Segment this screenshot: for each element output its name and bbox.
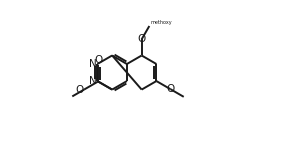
Text: O: O — [75, 85, 83, 95]
Text: N: N — [89, 59, 97, 69]
Text: N: N — [89, 76, 97, 86]
Text: O: O — [166, 84, 175, 94]
Text: O: O — [138, 34, 146, 44]
Text: O: O — [94, 55, 102, 64]
Text: methoxy: methoxy — [150, 20, 172, 25]
